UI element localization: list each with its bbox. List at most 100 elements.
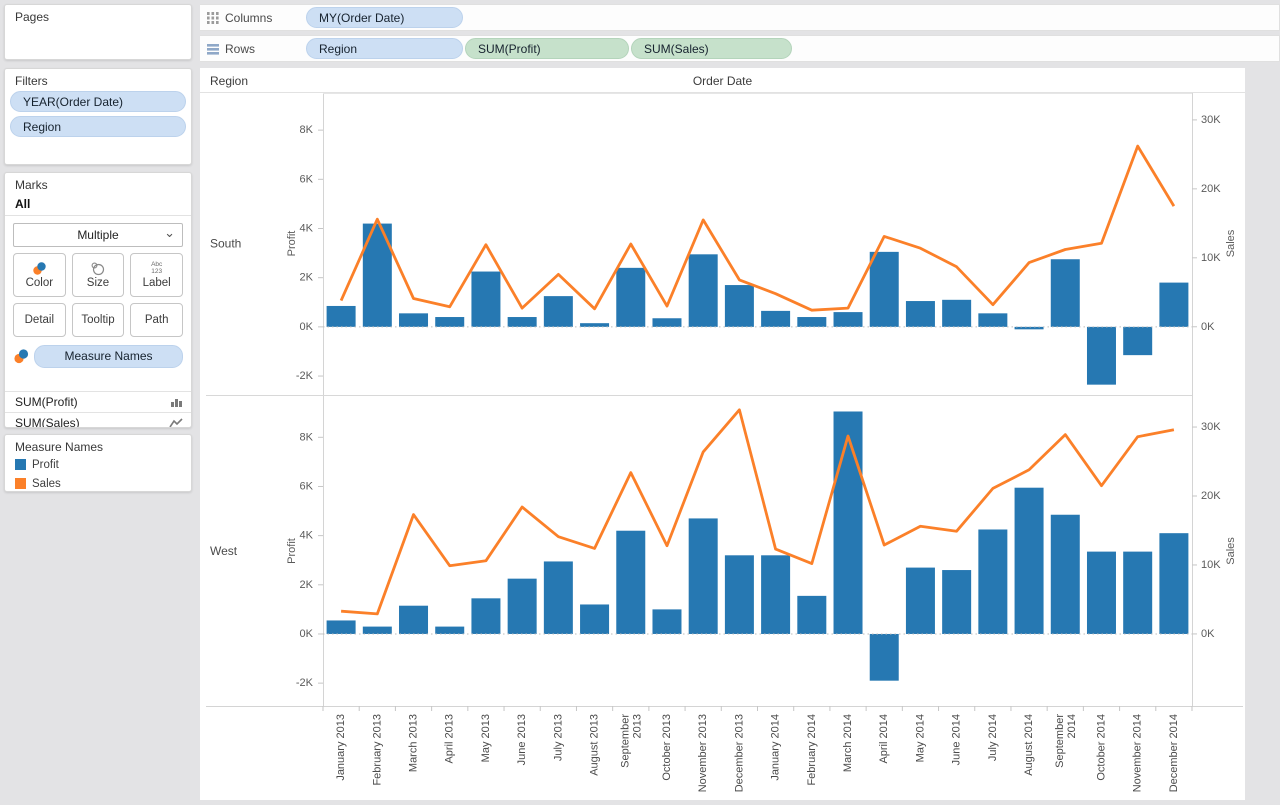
filters-shelf[interactable]: Filters YEAR(Order Date) Region	[4, 68, 192, 165]
bar-profit[interactable]	[543, 561, 573, 634]
month-label[interactable]: July 2014	[987, 714, 999, 761]
rows-shelf[interactable]: Rows Region SUM(Profit) SUM(Sales)	[200, 35, 1280, 62]
bar-profit[interactable]	[652, 318, 682, 327]
month-label[interactable]: March 2014	[842, 714, 854, 772]
bar-profit[interactable]	[1050, 514, 1080, 634]
bar-profit[interactable]	[326, 305, 356, 327]
bar-profit[interactable]	[905, 301, 935, 327]
month-label[interactable]: February 2013	[371, 714, 383, 786]
month-label[interactable]: December 2014	[1168, 714, 1180, 792]
bar-profit[interactable]	[978, 313, 1008, 327]
legend-item-sales[interactable]: Sales	[5, 474, 191, 491]
bar-profit[interactable]	[435, 626, 465, 634]
bar-profit[interactable]	[543, 296, 573, 327]
month-label[interactable]: February 2014	[806, 714, 818, 786]
bar-profit[interactable]	[942, 570, 972, 634]
month-label[interactable]: April 2013	[444, 714, 456, 764]
bar-profit[interactable]	[580, 604, 610, 634]
month-label[interactable]: May 2013	[480, 714, 492, 762]
bar-profit[interactable]	[399, 313, 429, 327]
tooltip-button[interactable]: Tooltip	[71, 303, 125, 337]
month-label[interactable]: August 2013	[589, 714, 601, 776]
mark-card-sum-sales[interactable]: SUM(Sales)	[5, 412, 191, 427]
month-label[interactable]: May 2014	[914, 714, 926, 762]
pages-shelf[interactable]: Pages	[4, 4, 192, 60]
month-label-year[interactable]: 2014	[1066, 714, 1078, 738]
label-button[interactable]: Abc 123 Label	[130, 253, 183, 297]
bar-profit[interactable]	[797, 595, 827, 634]
month-label[interactable]: August 2014	[1023, 714, 1035, 776]
row-label-south[interactable]: South	[210, 237, 241, 251]
month-label[interactable]: November 2014	[1132, 714, 1144, 792]
bar-profit[interactable]	[652, 609, 682, 634]
month-label[interactable]: September	[1054, 714, 1066, 768]
mark-type-dropdown[interactable]: Multiple ⌄	[13, 223, 183, 247]
bar-profit[interactable]	[833, 312, 863, 327]
columns-shelf[interactable]: Columns MY(Order Date)	[200, 4, 1280, 31]
month-label[interactable]: July 2013	[552, 714, 564, 761]
pill-region[interactable]: Region	[306, 38, 463, 59]
bar-profit[interactable]	[326, 620, 356, 634]
month-label[interactable]: April 2014	[878, 714, 890, 764]
sales-line[interactable]	[340, 408, 1175, 616]
bar-profit[interactable]	[1050, 259, 1080, 327]
marks-scope-all[interactable]: All	[5, 195, 191, 216]
pill-sum-sales[interactable]: SUM(Sales)	[631, 38, 792, 59]
path-button[interactable]: Path	[130, 303, 183, 337]
measure-names-legend[interactable]: Measure Names Profit Sales	[4, 434, 192, 492]
row-header[interactable]: Region	[210, 74, 248, 88]
bar-profit[interactable]	[1123, 551, 1153, 634]
month-label[interactable]: September	[619, 714, 631, 768]
month-label[interactable]: January 2013	[335, 714, 347, 781]
month-label-year[interactable]: 2013	[631, 714, 643, 738]
legend-item-profit[interactable]: Profit	[5, 455, 191, 474]
bar-profit[interactable]	[869, 633, 899, 681]
bar-profit[interactable]	[471, 598, 501, 634]
mark-card-sum-profit[interactable]: SUM(Profit)	[5, 391, 191, 412]
bar-profit[interactable]	[362, 626, 392, 634]
size-button[interactable]: Size	[71, 253, 125, 297]
bar-profit[interactable]	[761, 310, 791, 327]
bar-profit[interactable]	[688, 518, 718, 634]
bar-profit[interactable]	[616, 530, 646, 634]
bar-profit[interactable]	[942, 299, 972, 327]
bar-profit[interactable]	[471, 271, 501, 327]
filter-pill-year-order-date[interactable]: YEAR(Order Date)	[10, 91, 186, 112]
bar-profit[interactable]	[724, 285, 754, 327]
bar-profit[interactable]	[1014, 487, 1044, 634]
bar-profit[interactable]	[1159, 282, 1189, 327]
bar-profit[interactable]	[797, 317, 827, 327]
bar-profit[interactable]	[978, 529, 1008, 634]
bar-profit[interactable]	[688, 254, 718, 327]
bar-profit[interactable]	[435, 317, 465, 327]
bar-profit[interactable]	[507, 317, 537, 327]
color-button[interactable]: Color	[13, 253, 66, 297]
bar-profit[interactable]	[761, 555, 791, 634]
row-label-west[interactable]: West	[210, 544, 238, 558]
bar-profit[interactable]	[1123, 326, 1153, 356]
pill-my-order-date[interactable]: MY(Order Date)	[306, 7, 463, 28]
bar-profit[interactable]	[616, 267, 646, 327]
detail-button[interactable]: Detail	[13, 303, 66, 337]
month-label[interactable]: November 2013	[697, 714, 709, 792]
bar-profit[interactable]	[833, 411, 863, 634]
filter-pill-region[interactable]: Region	[10, 116, 186, 137]
bar-profit[interactable]	[1086, 551, 1116, 634]
bar-profit[interactable]	[399, 605, 429, 634]
bar-profit[interactable]	[1014, 326, 1044, 330]
bar-profit[interactable]	[905, 567, 935, 634]
bar-profit[interactable]	[507, 578, 537, 634]
month-label[interactable]: March 2013	[408, 714, 420, 772]
bar-profit[interactable]	[724, 555, 754, 634]
month-label[interactable]: January 2014	[770, 714, 782, 781]
bar-profit[interactable]	[869, 251, 899, 327]
sales-line[interactable]	[339, 144, 1176, 312]
month-label[interactable]: December 2013	[733, 714, 745, 792]
month-label[interactable]: October 2014	[1095, 714, 1107, 781]
month-label[interactable]: June 2013	[516, 714, 528, 765]
encoding-pill-measure-names[interactable]: Measure Names	[34, 345, 183, 368]
bar-profit[interactable]	[1159, 533, 1189, 634]
month-label[interactable]: October 2013	[661, 714, 673, 781]
month-label[interactable]: June 2014	[951, 714, 963, 765]
bar-profit[interactable]	[1086, 326, 1116, 385]
